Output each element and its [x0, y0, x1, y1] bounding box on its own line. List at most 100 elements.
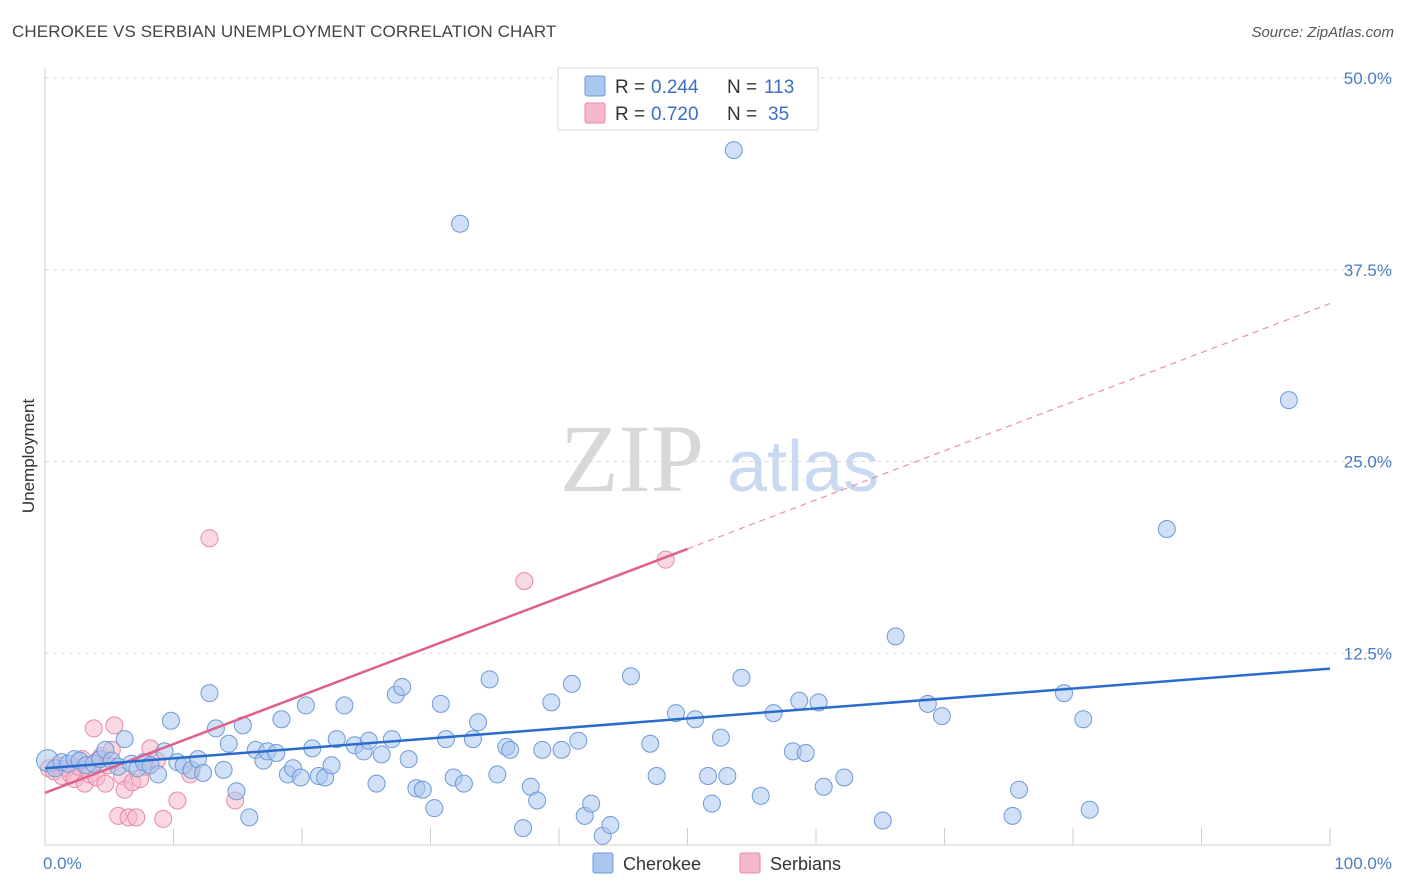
cherokee-point	[227, 782, 246, 801]
cherokee-point	[886, 627, 905, 646]
cherokee-point	[382, 730, 401, 749]
cherokee-point	[219, 734, 238, 753]
legend-n-label-cherokee: N =	[727, 77, 757, 98]
cherokee-point	[393, 677, 412, 696]
serbians-point	[168, 791, 187, 810]
cherokee-point	[240, 808, 259, 827]
cherokee-point	[1080, 800, 1099, 819]
cherokee-point	[699, 766, 718, 785]
legend-r-value-serbians: 0.720	[651, 104, 699, 125]
cherokee-point	[1074, 710, 1093, 729]
cherokee-point	[514, 819, 533, 838]
bottom-legend-swatch-serbians	[739, 852, 761, 874]
cherokee-point	[436, 730, 455, 749]
cherokee-point	[918, 694, 937, 713]
cherokee-point	[431, 694, 450, 713]
serbians-point	[96, 774, 115, 793]
bottom-legend-cherokee: Cherokee	[623, 854, 701, 874]
cherokee-point	[814, 777, 833, 796]
cherokee-point	[463, 730, 482, 749]
cherokee-point	[267, 743, 286, 762]
legend-n-value-serbians: 35	[768, 104, 789, 125]
legend-n-value-cherokee: 113	[764, 77, 794, 98]
serbians-trend-extension	[687, 302, 1331, 550]
chart-title: CHEROKEE VS SERBIAN UNEMPLOYMENT CORRELA…	[12, 22, 557, 41]
cherokee-point	[454, 774, 473, 793]
cherokee-point	[488, 765, 507, 784]
serbians-point	[105, 716, 124, 735]
cherokee-point	[932, 707, 951, 726]
legend-r-label-serbians: R =	[615, 104, 645, 125]
cherokee-point	[115, 730, 134, 749]
bottom-legend: Cherokee Serbians	[592, 852, 841, 874]
cherokee-point	[790, 691, 809, 710]
cherokee-point	[149, 765, 168, 784]
cherokee-point	[161, 711, 180, 730]
axes	[44, 68, 1331, 846]
serbians-point	[84, 719, 103, 738]
legend-r-value-cherokee: 0.244	[651, 77, 699, 98]
cherokee-point	[399, 750, 418, 769]
watermark-zip: ZIP	[560, 405, 704, 512]
cherokee-point	[480, 670, 499, 689]
cherokee-point	[702, 794, 721, 813]
cherokee-point	[372, 745, 391, 764]
watermark-atlas: atlas	[727, 427, 879, 507]
cherokee-point	[359, 731, 378, 750]
serbians-point	[515, 572, 534, 591]
cherokee-point	[533, 740, 552, 759]
trend-lines	[44, 302, 1331, 795]
x-tick-label-min: 0.0%	[43, 854, 82, 873]
cherokee-point	[582, 794, 601, 813]
y-axis-title: Unemployment	[19, 399, 38, 514]
cherokee-point	[641, 734, 660, 753]
serbians-point	[200, 529, 219, 548]
cherokee-point	[724, 141, 743, 160]
legend-r-label-cherokee: R =	[615, 77, 645, 98]
cherokee-point	[1010, 780, 1029, 799]
source-label: Source: ZipAtlas.com	[1251, 24, 1394, 41]
cherokee-point	[1279, 391, 1298, 410]
cherokee-point	[732, 668, 751, 687]
cherokee-point	[542, 693, 561, 712]
cherokee-point	[501, 740, 520, 759]
cherokee-point	[751, 786, 770, 805]
cherokee-point	[562, 674, 581, 693]
cherokee-point	[835, 768, 854, 787]
cherokee-point	[451, 214, 470, 233]
y-tick-labels: 12.5% 25.0% 37.5% 50.0%	[1344, 69, 1392, 663]
x-tick-label-max: 100.0%	[1334, 854, 1392, 873]
cherokee-point	[322, 756, 341, 775]
legend-n-label-serbians: N =	[727, 104, 757, 125]
cherokee-point	[367, 774, 386, 793]
serbians-points	[39, 529, 675, 828]
cherokee-point	[327, 730, 346, 749]
cherokee-point	[552, 740, 571, 759]
x-tick-labels: 0.0% 100.0%	[43, 854, 1392, 873]
bottom-legend-swatch-cherokee	[592, 852, 614, 874]
cherokee-point	[1003, 806, 1022, 825]
cherokee-point	[425, 799, 444, 818]
cherokee-point	[809, 693, 828, 712]
serbians-trend-line	[44, 547, 688, 795]
cherokee-point	[291, 768, 310, 787]
cherokee-point	[601, 816, 620, 835]
legend: R = 0.244 N = 113 R = 0.720 N = 35	[557, 67, 819, 131]
cherokee-point	[621, 667, 640, 686]
cherokee-point	[569, 731, 588, 750]
cherokee-point	[873, 811, 892, 830]
serbians-point	[154, 809, 173, 828]
cherokee-point	[666, 704, 685, 723]
cherokee-point	[1157, 519, 1176, 538]
cherokee-point	[335, 696, 354, 715]
legend-swatch-cherokee	[584, 75, 606, 97]
cherokee-point	[796, 743, 815, 762]
y-tick-label: 25.0%	[1344, 453, 1392, 472]
y-tick-label: 50.0%	[1344, 69, 1392, 88]
y-tick-label: 12.5%	[1344, 644, 1392, 663]
legend-swatch-serbians	[584, 102, 606, 124]
y-tick-label: 37.5%	[1344, 261, 1392, 280]
bottom-legend-serbians: Serbians	[770, 854, 841, 874]
cherokee-point	[214, 760, 233, 779]
